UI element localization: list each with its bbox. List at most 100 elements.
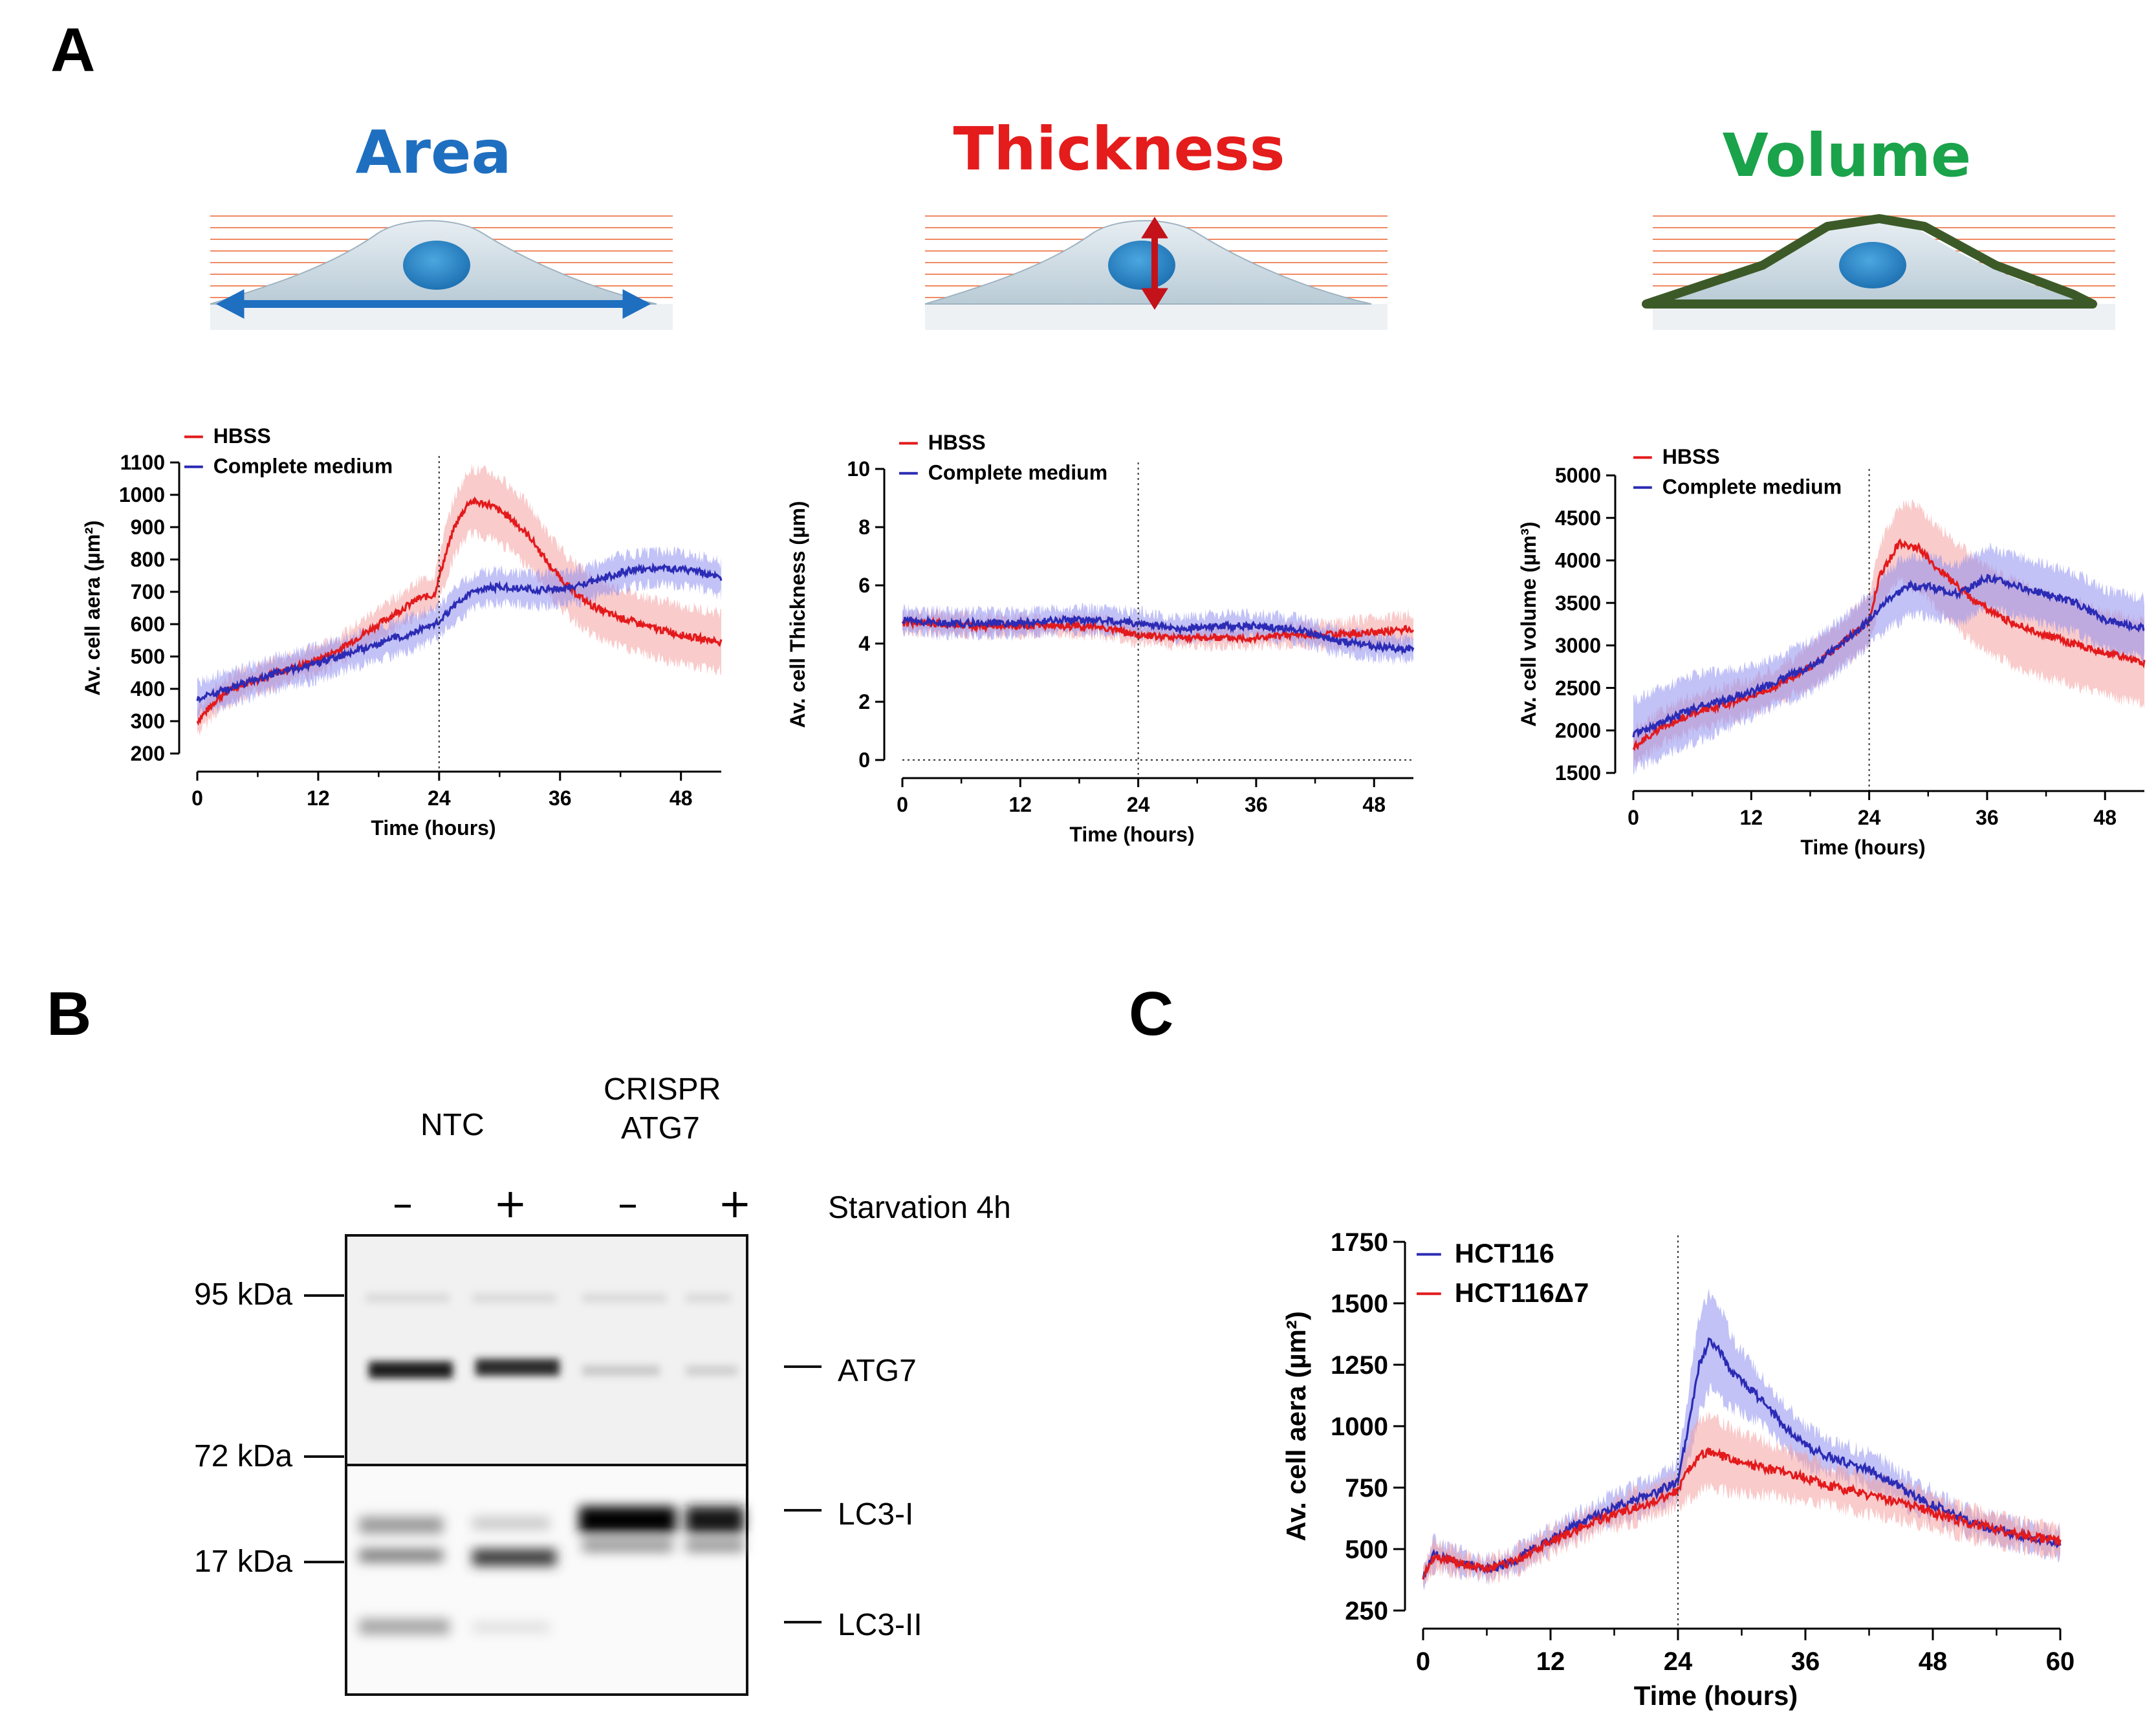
y-tick-label: 2 [858, 690, 870, 713]
western-blot-image [345, 1234, 748, 1696]
x-tick-label: 12 [1009, 793, 1032, 816]
legend-label: HCT116Δ7 [1455, 1277, 1589, 1308]
series-line-2 [196, 562, 723, 704]
blot-lower-membrane [345, 1464, 748, 1696]
volume-cell-schematic [1642, 214, 2115, 330]
panel-label-a: A [50, 16, 96, 85]
y-tick-label: 4500 [1555, 506, 1601, 530]
y-axis-label: Av. cell Thickness (µm) [786, 501, 809, 728]
legend-label: HBSS [928, 431, 986, 454]
y-tick-label: 4000 [1555, 549, 1601, 572]
volume-chart: 1500 2000 2500 3000 3500 4000 4500 5000 0 12 24 36 4… [1517, 445, 2146, 859]
x-tick-label: 12 [307, 787, 330, 810]
band-label-lc3-ii: LC3-II [838, 1608, 922, 1642]
y-axis-label: Av. cell aera (µm²) [1281, 1311, 1311, 1541]
y-tick-label: 3500 [1555, 591, 1601, 614]
lane-2-sign: + [494, 1180, 527, 1227]
y-tick-label: 2000 [1555, 719, 1601, 742]
series-line-2 [1422, 1447, 2062, 1580]
x-tick-label: 48 [2093, 806, 2117, 829]
blot-group-crispr-line2: ATG7 [621, 1111, 700, 1145]
atg7-bands [369, 1359, 737, 1378]
x-tick-label: 12 [1536, 1647, 1565, 1676]
y-tick-label: 1250 [1331, 1351, 1388, 1380]
lc3-bands [359, 1506, 744, 1634]
thickness-schematic-title: Thickness [953, 114, 1285, 184]
band-label-lc3-i: LC3-I [838, 1497, 914, 1532]
blot-group-ntc: NTC [420, 1108, 485, 1142]
y-tick-label: 600 [131, 613, 165, 636]
x-tick-label: 24 [1127, 793, 1150, 816]
lane-1-sign: – [393, 1180, 413, 1227]
y-tick-label: 1500 [1331, 1290, 1388, 1318]
y-tick-label: 400 [131, 677, 165, 700]
legend-label: HBSS [1662, 445, 1720, 468]
blot-group-crispr-line1: CRISPR [604, 1072, 721, 1107]
legend-label: Complete medium [213, 454, 393, 477]
x-axis-label: Time (hours) [1069, 823, 1194, 846]
x-axis-label: Time (hours) [371, 816, 495, 840]
error-band-2 [902, 602, 1413, 666]
y-tick-label: 800 [131, 548, 165, 571]
x-tick-label: 36 [1976, 806, 1999, 829]
area-chart: 200 300 400 500 600 700 800 900 1000 1100 0 12 24 36 4… [81, 424, 723, 840]
x-tick-label: 0 [897, 793, 908, 816]
series-line-2 [902, 614, 1415, 656]
x-tick-label: 0 [1416, 1647, 1430, 1676]
y-tick-label: 3000 [1555, 634, 1601, 657]
y-tick-label: 500 [1345, 1535, 1388, 1564]
lane-3-sign: – [618, 1180, 638, 1227]
legend-label: HCT116 [1455, 1238, 1554, 1268]
y-tick-label: 200 [131, 742, 165, 765]
legend-label: HBSS [213, 424, 271, 448]
error-band-2 [1633, 542, 2144, 775]
y-tick-label: 0 [858, 748, 870, 772]
x-tick-label: 36 [1791, 1647, 1820, 1676]
x-tick-label: 60 [2046, 1647, 2075, 1676]
y-tick-label: 250 [1345, 1597, 1388, 1625]
volume-schematic-title: Volume [1722, 121, 1972, 190]
y-tick-label: 900 [131, 515, 165, 539]
x-tick-label: 24 [428, 787, 451, 810]
blot-upper-membrane [345, 1234, 748, 1466]
marker-95kda: 95 kDa [194, 1277, 293, 1312]
error-band-2 [197, 546, 721, 720]
band-label-atg7: ATG7 [838, 1354, 917, 1388]
y-axis-label: Av. cell aera (µm²) [81, 521, 104, 696]
nucleus [1108, 241, 1175, 290]
y-tick-label: 1000 [119, 483, 165, 506]
nucleus [1839, 242, 1906, 288]
area-hct116-chart: 250 500 750 1000 1250 1500 1750 0 12 24 36 48 60 Time… [1281, 1228, 2075, 1711]
x-axis-label: Time (hours) [1800, 836, 1925, 859]
panel-label-b: B [47, 979, 92, 1048]
area-schematic-title: Area [355, 118, 512, 187]
y-tick-label: 2500 [1555, 677, 1601, 700]
thickness-cell-schematic [924, 215, 1388, 330]
x-tick-label: 24 [1858, 806, 1881, 829]
y-axis-label: Av. cell volume (µm³) [1517, 521, 1540, 726]
volume-outline-icon [1642, 214, 2097, 309]
x-tick-label: 0 [1628, 806, 1639, 829]
y-tick-label: 1750 [1331, 1228, 1388, 1257]
y-tick-label: 300 [131, 710, 165, 733]
x-tick-label: 48 [1362, 793, 1386, 816]
marker-17kda: 17 kDa [194, 1545, 293, 1579]
series-line-1 [196, 496, 723, 726]
x-tick-label: 36 [1245, 793, 1268, 816]
area-cell-schematic [210, 215, 673, 330]
x-tick-label: 48 [1919, 1647, 1948, 1676]
area-arrow-icon [215, 289, 651, 319]
starvation-label: Starvation 4h [828, 1191, 1011, 1225]
y-tick-label: 5000 [1555, 464, 1601, 487]
x-axis-label: Time (hours) [1634, 1680, 1798, 1711]
y-tick-label: 750 [1345, 1474, 1388, 1503]
x-tick-label: 0 [191, 787, 203, 810]
series-line-2 [1632, 573, 2145, 739]
y-tick-label: 10 [847, 457, 870, 481]
x-tick-label: 12 [1740, 806, 1763, 829]
legend-label: Complete medium [928, 461, 1107, 484]
y-tick-label: 8 [858, 515, 870, 539]
y-tick-label: 1500 [1555, 761, 1601, 785]
lane-4-sign: + [718, 1180, 752, 1227]
